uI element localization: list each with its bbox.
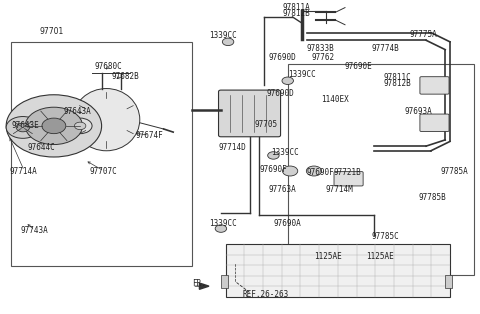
Text: 97674F: 97674F — [135, 131, 163, 140]
Text: 97690D: 97690D — [269, 53, 296, 62]
Text: 97690F: 97690F — [259, 165, 287, 174]
Circle shape — [6, 116, 39, 138]
Text: 1339CC: 1339CC — [288, 70, 315, 79]
Text: REF.26-263: REF.26-263 — [242, 290, 288, 299]
Text: 97690D: 97690D — [266, 89, 294, 98]
Text: 97812B: 97812B — [383, 79, 411, 88]
Text: 1339CC: 1339CC — [209, 31, 237, 40]
Text: 1339CC: 1339CC — [209, 219, 237, 228]
Text: 97812B: 97812B — [283, 9, 311, 18]
Circle shape — [16, 123, 30, 132]
Text: 97774B: 97774B — [371, 44, 399, 52]
Text: 1140EX: 1140EX — [321, 95, 349, 104]
Bar — [11, 42, 192, 266]
Circle shape — [282, 77, 293, 84]
Text: 1125AE: 1125AE — [314, 252, 342, 261]
Text: 97690E: 97690E — [345, 62, 373, 71]
Circle shape — [268, 152, 279, 159]
FancyBboxPatch shape — [218, 90, 281, 137]
Text: 97705: 97705 — [254, 120, 277, 129]
Circle shape — [42, 118, 66, 134]
Text: 97693A: 97693A — [405, 107, 432, 116]
FancyBboxPatch shape — [420, 114, 449, 132]
Bar — [226, 244, 450, 297]
FancyBboxPatch shape — [420, 77, 449, 94]
Text: 97701: 97701 — [39, 27, 64, 35]
Text: 97811A: 97811A — [283, 3, 311, 12]
Circle shape — [25, 107, 83, 144]
Text: 97743A: 97743A — [21, 226, 48, 235]
Text: 97785C: 97785C — [371, 232, 399, 241]
Text: 97811C: 97811C — [383, 73, 411, 82]
Text: 97682B: 97682B — [111, 72, 139, 81]
Text: 97644C: 97644C — [28, 143, 55, 152]
Text: 97714M: 97714M — [326, 185, 354, 194]
Text: 97762: 97762 — [312, 53, 335, 62]
Text: 97714D: 97714D — [218, 143, 246, 152]
Text: 97690F: 97690F — [307, 168, 335, 177]
Text: 97785A: 97785A — [441, 166, 468, 176]
Circle shape — [306, 166, 322, 176]
Text: 97721B: 97721B — [333, 168, 361, 177]
Text: 97707C: 97707C — [90, 166, 118, 176]
FancyBboxPatch shape — [334, 172, 363, 186]
Text: 1339CC: 1339CC — [271, 148, 299, 157]
Text: FR.: FR. — [192, 279, 206, 289]
Bar — [445, 275, 452, 288]
Text: 97680C: 97680C — [95, 62, 122, 71]
Text: 1125AE: 1125AE — [366, 252, 394, 261]
Text: 97785B: 97785B — [419, 193, 447, 202]
Circle shape — [282, 166, 298, 176]
Text: 97643E: 97643E — [12, 122, 39, 130]
Text: 97643A: 97643A — [63, 107, 91, 116]
Circle shape — [6, 95, 102, 157]
Ellipse shape — [73, 89, 140, 151]
Bar — [288, 64, 474, 275]
Text: 97775A: 97775A — [409, 30, 437, 39]
Bar — [221, 275, 228, 288]
Text: 97690A: 97690A — [274, 219, 301, 228]
Polygon shape — [199, 283, 209, 289]
Circle shape — [215, 225, 227, 232]
Text: 97833B: 97833B — [307, 44, 335, 52]
Circle shape — [68, 118, 92, 134]
Text: 97714A: 97714A — [10, 166, 38, 176]
Circle shape — [74, 122, 86, 130]
Circle shape — [222, 38, 234, 46]
Text: 97763A: 97763A — [269, 185, 296, 194]
